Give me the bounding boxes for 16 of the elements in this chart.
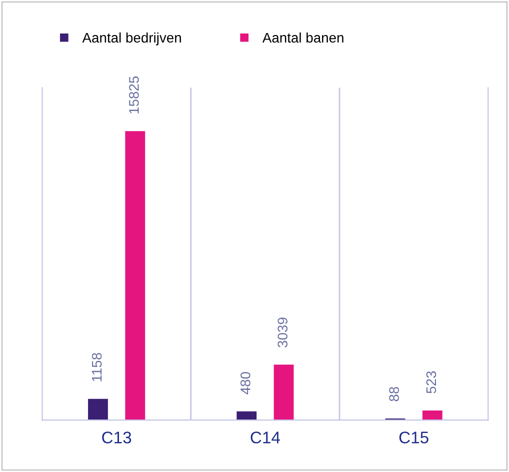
data-label: 523 [426, 371, 436, 394]
data-label: 88 [389, 386, 399, 402]
x-tick-label: C13 [102, 432, 132, 444]
x-tick-label: C14 [250, 432, 280, 444]
data-label: 480 [240, 372, 250, 394]
x-tick-label: C15 [399, 432, 428, 444]
bar [125, 131, 146, 420]
data-label: 1158 [92, 353, 102, 382]
legend-label: Aantal banen [262, 32, 344, 43]
bar [236, 411, 257, 420]
data-label: 3039 [278, 318, 288, 348]
bar [422, 410, 442, 420]
legend-label: Aantal bedrijven [82, 32, 181, 46]
bar [88, 398, 108, 420]
bar [274, 364, 294, 420]
data-label: 15825 [129, 76, 139, 114]
